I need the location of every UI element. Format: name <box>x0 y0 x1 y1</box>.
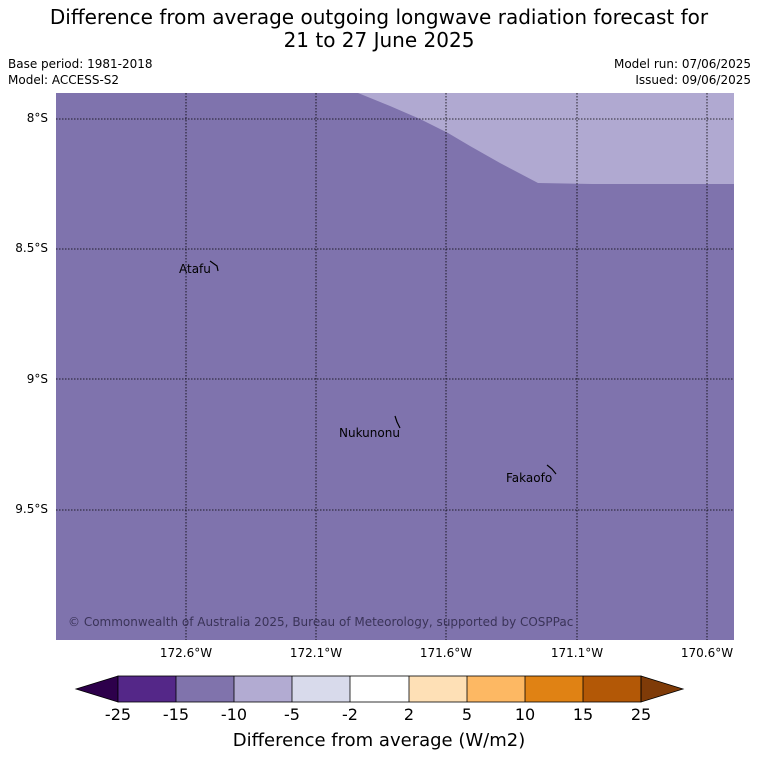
lat-tick-label: 9°S <box>26 372 48 386</box>
map-background <box>56 93 734 640</box>
lon-tick-label: 171.6°W <box>419 646 473 660</box>
place-label-fakaofo: Fakaofo <box>506 471 552 485</box>
issued-text: Issued: 09/06/2025 <box>635 73 751 87</box>
colorbar-bin-6 <box>409 676 467 702</box>
graticule <box>56 93 734 640</box>
colorbar-tick-label: -25 <box>104 705 132 724</box>
colorbar-tick-label: 10 <box>514 705 536 724</box>
model-text: Model: ACCESS-S2 <box>8 73 120 87</box>
place-label-nukunonu: Nukunonu <box>339 426 400 440</box>
chart-title-line2: 21 to 27 June 2025 <box>283 28 475 52</box>
lat-tick-label: 8°S <box>26 111 48 125</box>
lat-tick-label: 8.5°S <box>15 241 48 255</box>
colorbar-frame <box>117 675 642 703</box>
colorbar-bin-9 <box>583 676 641 702</box>
base-period-text: Base period: 1981-2018 <box>8 57 153 71</box>
colorbar <box>74 675 685 703</box>
colorbar-tick-label: 2 <box>403 705 415 724</box>
lon-tick-label: 172.6°W <box>159 646 213 660</box>
colorbar-tick-label: -15 <box>162 705 190 724</box>
nukunonu-atoll-outline <box>394 415 401 429</box>
place-label-atafu: Atafu <box>179 262 211 276</box>
chart-title-line1: Difference from average outgoing longwav… <box>49 5 709 29</box>
colorbar-title: Difference from average (W/m2) <box>232 730 526 751</box>
colorbar-bin-7 <box>467 676 525 702</box>
colorbar-bin-5 <box>350 676 409 702</box>
colorbar-tick-label: 5 <box>461 705 473 724</box>
copyright-text: © Commonwealth of Australia 2025, Bureau… <box>68 615 573 629</box>
lat-tick-label: 9.5°S <box>15 502 48 516</box>
colorbar-bin-2 <box>176 676 234 702</box>
colorbar-extend-low <box>74 675 119 703</box>
lon-tick-label: 172.1°W <box>289 646 343 660</box>
colorbar-tick-label: -10 <box>220 705 248 724</box>
atafu-atoll-outline <box>209 260 219 272</box>
colorbar-bin-1 <box>118 676 176 702</box>
colorbar-tick-label: 25 <box>630 705 652 724</box>
colorbar-tick-label: -2 <box>342 705 358 724</box>
lon-tick-label: 171.1°W <box>550 646 604 660</box>
colorbar-bin-4 <box>292 676 350 702</box>
colorbar-tick-label: -5 <box>284 705 300 724</box>
model-run-text: Model run: 07/06/2025 <box>613 57 751 71</box>
colorbar-tick-label: 15 <box>572 705 594 724</box>
colorbar-extend-high <box>640 675 685 703</box>
lon-tick-label: 170.6°W <box>680 646 734 660</box>
colorbar-bin-3 <box>234 676 292 702</box>
anomaly-region-upper <box>358 93 734 184</box>
colorbar-bin-8 <box>525 676 583 702</box>
fakaofo-atoll-outline <box>546 464 557 475</box>
